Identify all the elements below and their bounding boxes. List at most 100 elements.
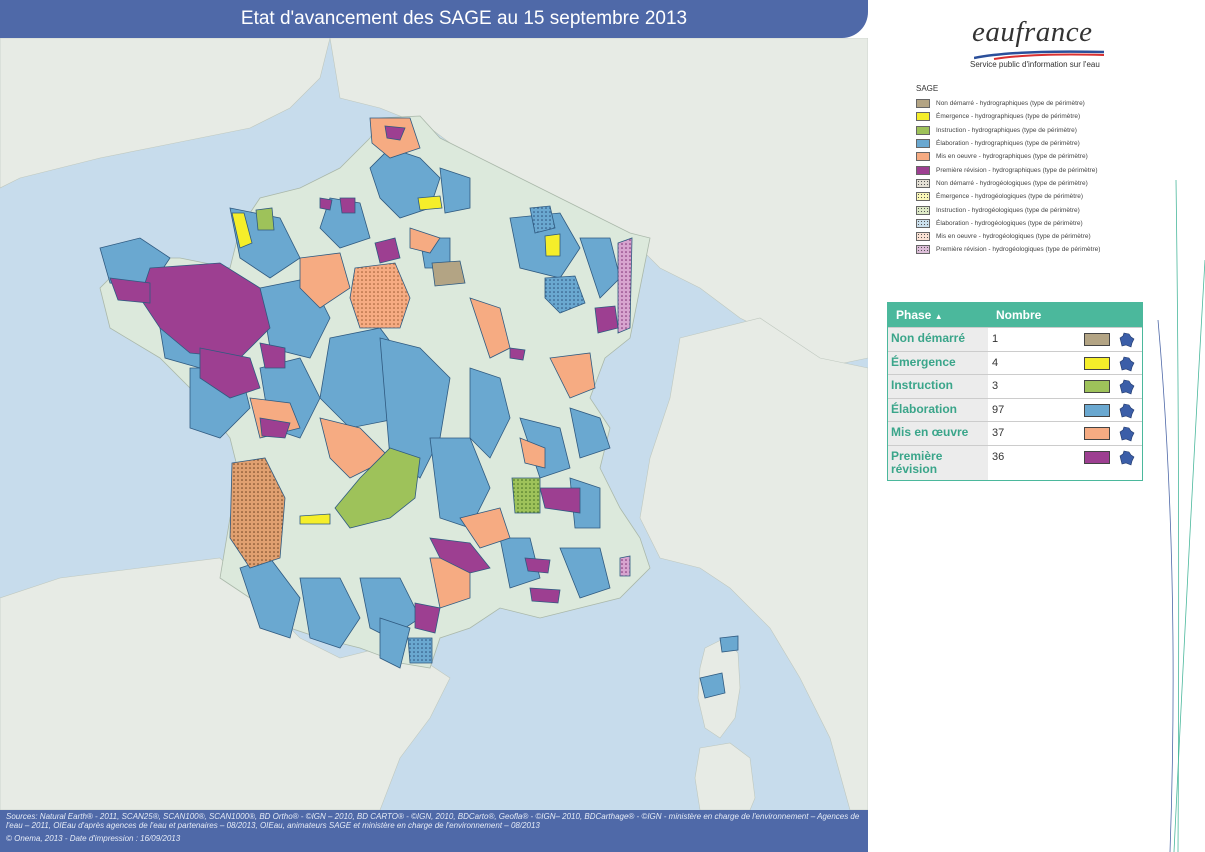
- show-on-map-icon[interactable]: [1112, 375, 1142, 398]
- sage-area: [619, 555, 631, 577]
- table-row[interactable]: Instruction 3: [888, 374, 1142, 398]
- legend-item: Élaboration - hydrogéologiques (type de …: [916, 217, 1166, 230]
- legend-item: Instruction - hydrogéologiques (type de …: [916, 203, 1166, 216]
- sage-area: [259, 342, 286, 369]
- table-row[interactable]: Élaboration 97: [888, 397, 1142, 422]
- sage-area: [429, 437, 491, 529]
- sage-area: [519, 437, 546, 469]
- table-body: Non démarré 1 Émergence 4 Instruction 3 Élabor…: [888, 327, 1142, 480]
- table-header: Phase ▲ Nombre: [888, 303, 1142, 327]
- sage-area: [109, 277, 151, 304]
- sage-area: [259, 417, 291, 439]
- table-row[interactable]: Non démarré 1: [888, 327, 1142, 351]
- sage-area: [417, 195, 443, 211]
- count-cell: 37: [992, 427, 1005, 439]
- sage-area: [617, 237, 633, 334]
- land-sardinia: [694, 742, 756, 810]
- legend-label: Élaboration - hydrogéologiques (type de …: [936, 219, 1083, 227]
- sage-area: [407, 637, 433, 664]
- show-on-map-icon[interactable]: [1112, 422, 1142, 445]
- legend-label: Émergence - hydrographiques (type de pér…: [936, 113, 1081, 121]
- phase-cell[interactable]: Élaboration: [888, 398, 988, 421]
- map-view[interactable]: 0 40 100km: [0, 38, 868, 810]
- sage-area: [499, 537, 541, 589]
- sage-area: [539, 487, 581, 514]
- sage-area: [299, 577, 361, 649]
- phase-color-swatch: [1084, 403, 1110, 417]
- legend-label: Première révision - hydrographiques (typ…: [936, 166, 1098, 174]
- phase-table: Phase ▲ Nombre Non démarré 1 Émergence 4 Ins…: [887, 302, 1143, 481]
- color-cell: [1084, 328, 1112, 351]
- map-canvas: [0, 38, 868, 810]
- table-row[interactable]: Première révision 36: [888, 444, 1142, 480]
- color-cell: [1084, 399, 1112, 422]
- sage-area: [349, 262, 411, 329]
- sage-area: [511, 477, 541, 514]
- phase-cell[interactable]: Première révision: [888, 445, 988, 480]
- count-cell: 4: [992, 356, 999, 369]
- sage-non-demarre-areas: [431, 260, 466, 287]
- color-cell: [1084, 446, 1112, 480]
- land-uk: [0, 38, 331, 189]
- color-cell: [1084, 375, 1112, 398]
- sage-area: [429, 537, 491, 574]
- legend-item: Mis en oeuvre - hydrographiques (type de…: [916, 150, 1166, 163]
- sort-phase-header[interactable]: Phase ▲: [888, 303, 988, 327]
- show-on-map-icon[interactable]: [1112, 328, 1142, 351]
- sage-area: [569, 407, 611, 459]
- logo-swoosh-icon: [974, 50, 1104, 60]
- sage-area: [549, 352, 596, 399]
- table-row[interactable]: Émergence 4: [888, 350, 1142, 375]
- legend-title: SAGE: [916, 84, 939, 93]
- sage-area: [409, 227, 441, 254]
- show-on-map-icon[interactable]: [1112, 399, 1142, 422]
- legend-list: Non démarré - hydrographiques (type de p…: [916, 97, 1166, 257]
- phase-color-swatch: [1084, 427, 1110, 440]
- count-cell: 3: [992, 380, 999, 392]
- nombre-header[interactable]: Nombre: [996, 308, 1042, 322]
- legend-swatch: [916, 139, 930, 149]
- sage-area: [544, 275, 586, 314]
- phase-cell[interactable]: Émergence: [888, 351, 988, 374]
- phase-cell[interactable]: Mis en œuvre: [888, 422, 988, 445]
- legend-label: Émergence - hydrogéologiques (type de pé…: [936, 193, 1084, 201]
- sage-area: [384, 125, 406, 141]
- map-legend: SAGE Non démarré - hydrographiques (type…: [916, 84, 1166, 257]
- legend-item: Instruction - hydrographiques (type de p…: [916, 124, 1166, 137]
- legend-item: Émergence - hydrographiques (type de pér…: [916, 110, 1166, 123]
- legend-item: Émergence - hydrogéologiques (type de pé…: [916, 190, 1166, 203]
- sage-emergence-areas: [231, 195, 561, 525]
- legend-swatch: [916, 125, 930, 135]
- legend-swatch: [916, 165, 930, 175]
- sage-instruction-areas: [255, 207, 421, 529]
- credit-text: © Onema, 2013 - Date d'impression : 16/0…: [6, 834, 181, 843]
- phase-cell[interactable]: Instruction: [888, 375, 988, 398]
- legend-label: Première révision - hydrogéologiques (ty…: [936, 246, 1101, 254]
- decorative-lines: [1157, 179, 1205, 852]
- legend-label: Non démarré - hydrographiques (type de p…: [936, 100, 1085, 108]
- phase-color-swatch: [1084, 380, 1110, 393]
- count-cell: 1: [992, 333, 999, 345]
- sage-area: [339, 197, 356, 214]
- show-on-map-icon[interactable]: [1112, 352, 1142, 375]
- sage-hydrogeologic-areas: [229, 205, 633, 664]
- legend-label: Non démarré - hydrogéologiques (type de …: [936, 179, 1088, 187]
- sage-area: [529, 205, 556, 234]
- sage-area: [524, 557, 551, 574]
- legend-swatch: [916, 112, 930, 122]
- sage-area: [379, 617, 411, 669]
- legend-swatch: [916, 245, 930, 255]
- legend-item: Non démarré - hydrogéologiques (type de …: [916, 177, 1166, 190]
- sage-area: [469, 367, 511, 459]
- sage-area: [414, 602, 441, 634]
- sage-area: [431, 260, 466, 287]
- table-row[interactable]: Mis en œuvre 37: [888, 421, 1142, 445]
- legend-item: Première révision - hydrogéologiques (ty…: [916, 243, 1166, 256]
- legend-label: Mis en oeuvre - hydrogéologiques (type d…: [936, 233, 1091, 241]
- logo-tagline: Service public d'information sur l'eau: [970, 60, 1100, 69]
- phase-cell[interactable]: Non démarré: [888, 328, 988, 351]
- map-title: Etat d'avancement des SAGE au 15 septemb…: [240, 8, 688, 29]
- show-on-map-icon[interactable]: [1112, 446, 1142, 480]
- land-italy: [639, 317, 868, 810]
